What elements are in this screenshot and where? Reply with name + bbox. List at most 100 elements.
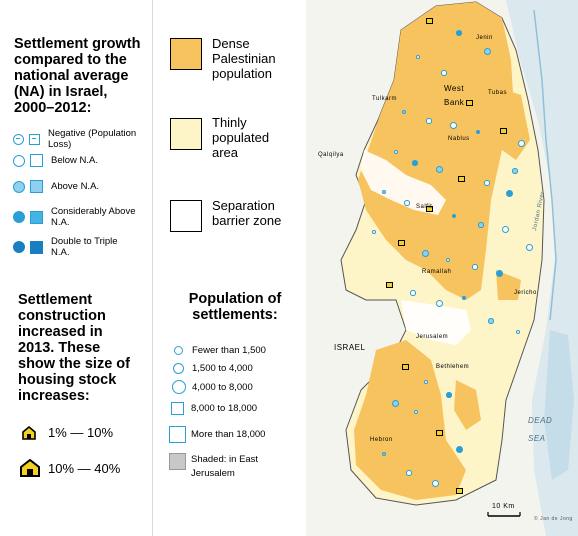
small-house-icon [22,425,36,440]
negative-circle-icon [13,133,24,145]
barrier-label: Separation barrier zone [212,198,282,228]
settlement-house-marker [458,176,465,182]
settlement-circle-marker [416,55,420,59]
map-label-west-bank: West Bank [444,84,465,107]
construction-small-label: 1% — 10% [48,425,114,440]
legend-negative-label: Negative (Population Loss) [48,128,137,150]
legend-considerably-label: Considerably Above N.A. [51,206,136,228]
column-divider [152,0,153,536]
below-square-icon [30,154,43,167]
considerably-circle-icon [13,211,25,223]
map-label-qalqilya: Qalqilya [318,152,344,158]
legend-construction-small: 1% — 10% [22,425,113,440]
pop-l-square-icon [171,402,184,415]
settlement-house-marker [456,488,463,494]
settlement-circle-marker [452,214,456,218]
legend-above: Above N.A. [13,180,99,193]
pop-4000-8000: 4,000 to 8,000 [172,380,253,394]
growth-legend-panel: Settlement growth compared to the nation… [0,0,152,536]
settlement-circle-marker [414,410,418,414]
settlement-circle-marker [484,48,491,55]
pop-over-18000-label: More than 18,000 [191,429,266,440]
west-bank-map[interactable]: West Bank ISRAEL DEAD SEA Jordan River J… [306,0,578,536]
settlement-house-marker [436,430,443,436]
considerably-square-icon [30,210,43,224]
settlement-circle-marker [484,180,490,186]
negative-square-icon [29,133,40,145]
double-square-icon [30,240,43,254]
dense-swatch [170,38,202,70]
settlement-circle-marker [456,446,463,453]
map-label-nablus: Nablus [448,136,470,142]
settlement-circle-marker [426,118,432,124]
construction-large-label: 10% — 40% [48,460,121,476]
settlement-circle-marker [402,110,406,114]
legend-above-label: Above N.A. [51,181,100,192]
legend-considerably: Considerably Above N.A. [13,206,141,228]
settlement-circle-marker [456,30,462,36]
pop-8000-18000: 8,000 to 18,000 [171,402,257,415]
settlement-circle-marker [412,160,418,166]
legend-double: Double to Triple N.A. [13,236,131,258]
population-legend-title: Population of settlements: [188,291,282,323]
legend-negative: Negative (Population Loss) [13,128,138,150]
map-label-tulkarm: Tulkarm [372,96,397,102]
settlement-circle-marker [382,190,386,194]
above-circle-icon [13,180,25,193]
settlement-house-marker [466,100,473,106]
map-label-jerusalem: Jerusalem [416,334,449,340]
map-label-salfit: Salfit [416,204,433,210]
settlement-circle-marker [372,230,376,234]
settlement-circle-marker [462,296,466,300]
thin-swatch [170,118,202,150]
settlement-circle-marker [516,330,520,334]
settlement-circle-marker [392,400,399,407]
settlement-circle-marker [488,318,494,324]
settlement-circle-marker [512,168,518,174]
settlement-circle-marker [526,244,533,251]
settlement-house-marker [426,18,433,24]
settlement-circle-marker [496,270,503,277]
settlement-circle-marker [410,290,416,296]
large-house-icon [20,459,40,477]
map-scale-label: 10 Km [492,503,515,510]
map-label-ramallah: Ramallah [422,269,452,275]
dense-label: Dense Palestinian population [212,36,276,81]
settlement-circle-marker [394,150,398,154]
map-label-hebron: Hebron [370,437,393,443]
map-label-jenin: Jenin [476,35,493,41]
settlement-circle-marker [472,264,478,270]
settlement-circle-marker [406,470,412,476]
settlement-house-marker [398,240,405,246]
pop-east-jerusalem-label: Shaded: in East Jerusalem [191,454,259,479]
settlement-circle-marker [404,200,410,206]
pop-1500-4000-label: 1,500 to 4,000 [192,363,253,374]
pop-1500-4000: 1,500 to 4,000 [172,363,253,374]
settlement-circle-marker [446,392,452,398]
growth-legend-title: Settlement growth compared to the nation… [14,36,141,116]
legend-construction-large: 10% — 40% [20,459,120,477]
settlement-circle-marker [441,70,447,76]
map-label-jericho: Jericho [514,290,537,296]
above-square-icon [30,180,43,193]
pop-8000-18000-label: 8,000 to 18,000 [191,403,258,414]
settlement-circle-marker [382,452,386,456]
map-label-israel: ISRAEL [334,343,366,352]
map-label-dead-sea: DEAD SEA [528,416,553,443]
settlement-circle-marker [422,250,429,257]
settlement-circle-marker [478,222,484,228]
settlement-house-marker [402,364,409,370]
settlement-house-marker [426,206,433,212]
settlement-circle-marker [450,122,457,129]
below-circle-icon [13,154,25,167]
construction-legend-title: Settlement construction increased in 201… [18,292,130,404]
pop-fewer-1500-label: Fewer than 1,500 [192,345,266,356]
map-graphic [306,0,578,536]
settlement-circle-marker [476,130,480,134]
shaded-square-icon [169,453,186,470]
settlement-circle-marker [436,166,443,173]
area-legend-panel: Dense Palestinian population Thinly popu… [152,0,306,536]
settlement-house-marker [386,282,393,288]
settlement-circle-marker [502,226,509,233]
settlement-circle-marker [518,140,525,147]
